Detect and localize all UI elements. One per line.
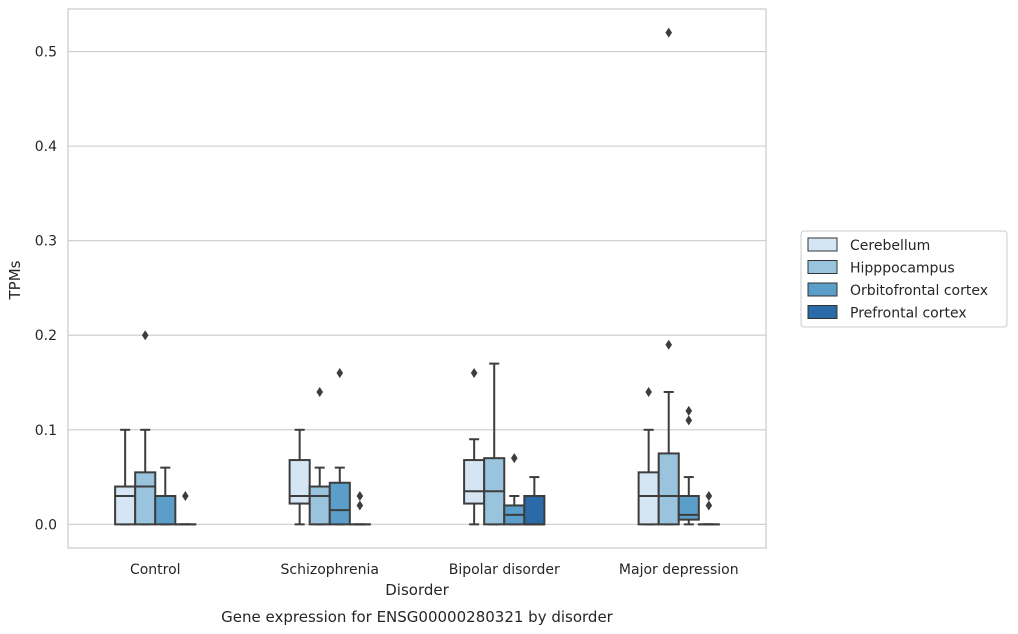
- box-cerebellum: [463, 368, 486, 526]
- plot-frame: [67, 8, 767, 549]
- box-cerebellum: [288, 428, 311, 526]
- legend-frame: [800, 230, 1008, 328]
- box-prefrontal-cortex: [348, 490, 371, 526]
- legend-swatch: [807, 282, 838, 297]
- x-tick-label: Major depression: [619, 562, 739, 578]
- legend-items: Cerebellum Hipppocampus Orbitofrontal cort…: [807, 237, 988, 322]
- y-tick-label: 0.5: [35, 45, 57, 61]
- x-tick-label: Control: [130, 562, 181, 578]
- box-body: [637, 471, 660, 526]
- x-tick-label: Bipolar disorder: [449, 562, 560, 578]
- outlier-point: [705, 500, 713, 511]
- legend-label: Prefrontal cortex: [850, 306, 967, 322]
- box-body: [677, 494, 700, 521]
- outlier-point: [356, 490, 364, 501]
- box-hipppocampus: [308, 386, 331, 526]
- box-body: [463, 459, 486, 505]
- outlier-point: [685, 415, 693, 426]
- x-tick-labels: Control Schizophrenia Bipolar disorder Majo…: [130, 562, 739, 578]
- box-cerebellum: [114, 428, 137, 526]
- box-hipppocampus: [134, 330, 157, 526]
- box-hipppocampus: [657, 27, 680, 526]
- x-axis-label: Disorder: [385, 581, 449, 599]
- box-hipppocampus: [483, 362, 506, 526]
- legend-swatch: [807, 237, 838, 252]
- outlier-point: [685, 405, 693, 416]
- outlier-point: [356, 500, 364, 511]
- box-body: [114, 485, 137, 526]
- box-orbitofrontal-cortex: [677, 405, 700, 526]
- outlier-point: [665, 339, 673, 350]
- outlier-point: [141, 330, 149, 341]
- box-prefrontal-cortex: [697, 490, 720, 526]
- outlier-point: [665, 27, 673, 38]
- box-orbitofrontal-cortex: [154, 466, 177, 526]
- box-prefrontal-cortex: [523, 476, 546, 526]
- outlier-point: [705, 490, 713, 501]
- y-tick-label: 0.3: [35, 234, 57, 250]
- box-body: [288, 459, 311, 505]
- outlier-point: [316, 386, 324, 397]
- x-tick-label: Schizophrenia: [281, 562, 379, 578]
- box-body: [328, 481, 351, 526]
- legend-label: Hipppocampus: [850, 261, 955, 277]
- box-body: [308, 485, 331, 526]
- plot-boxes: [114, 27, 720, 526]
- y-tick-labels: 0.0 0.1 0.2 0.3 0.4 0.5: [35, 45, 57, 534]
- chart-caption: Gene expression for ENSG00000280321 by d…: [221, 608, 614, 626]
- box-orbitofrontal-cortex: [328, 368, 351, 526]
- y-tick-label: 0.4: [35, 139, 57, 155]
- outlier-point: [470, 368, 478, 379]
- y-tick-label: 0.2: [35, 328, 57, 344]
- box-body: [154, 494, 177, 526]
- box-body: [523, 494, 546, 526]
- outlier-point: [645, 386, 652, 397]
- box-body: [134, 471, 157, 526]
- y-axis-label: TPMs: [6, 260, 24, 300]
- y-tick-label: 0.0: [35, 517, 57, 533]
- box-orbitofrontal-cortex: [503, 453, 526, 526]
- outlier-point: [336, 368, 344, 379]
- box-prefrontal-cortex: [174, 490, 197, 526]
- legend-label: Orbitofrontal cortex: [850, 283, 988, 299]
- y-tick-label: 0.1: [35, 423, 57, 439]
- legend-label: Cerebellum: [850, 238, 930, 254]
- outlier-point: [182, 490, 189, 501]
- legend-swatch: [807, 260, 838, 274]
- box-body: [657, 452, 680, 526]
- legend-swatch: [807, 305, 838, 319]
- legend: Cerebellum Hipppocampus Orbitofrontal cort…: [800, 230, 1008, 328]
- outlier-point: [510, 453, 518, 464]
- box-cerebellum: [637, 386, 660, 526]
